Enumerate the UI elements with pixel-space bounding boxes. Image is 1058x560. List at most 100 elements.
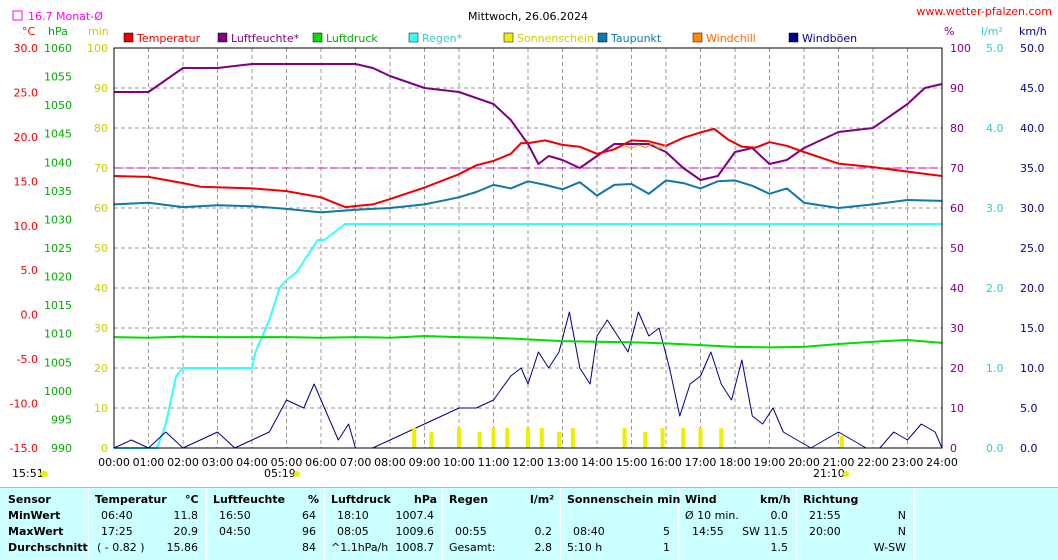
chart-grid <box>114 47 942 449</box>
hdr-luftdruck: Luftdruck <box>331 493 391 506</box>
hour-tick: 05:00 <box>271 456 303 469</box>
sunshine-bar <box>505 428 510 448</box>
temp-time: 17:25 <box>101 525 133 538</box>
percent-tick: 100 <box>950 42 971 55</box>
temp-time: 06:40 <box>101 509 133 522</box>
temp-value: 20.9 <box>173 525 199 538</box>
hdr-sensor: Sensor <box>8 493 51 506</box>
dir-time: 21:55 <box>809 509 841 522</box>
celsius-tick: 25.0 <box>14 86 39 99</box>
press-value: 1009.6 <box>395 525 435 538</box>
hpa-tick: 1055 <box>44 71 72 84</box>
kmh-tick: 45.0 <box>1020 82 1045 95</box>
wind-time: Ø 10 min. <box>685 509 739 522</box>
kmh-unit: km/h <box>1019 25 1047 38</box>
hour-tick: 18:00 <box>719 456 751 469</box>
dir-value: N <box>897 509 906 522</box>
hpa-tick: 990 <box>51 442 72 455</box>
hour-tick: 13:00 <box>547 456 579 469</box>
dewpoint-line <box>113 179 943 214</box>
hpa-tick: 1020 <box>44 271 72 284</box>
percent-tick: 70 <box>950 162 964 175</box>
press-time: ^1.1hPa/h <box>331 541 389 554</box>
rain-tick: 4.0 <box>986 122 1004 135</box>
kmh-tick: 30.0 <box>1020 202 1045 215</box>
wind-gust-line <box>113 311 943 449</box>
celsius-tick: 5.0 <box>21 264 39 277</box>
press-time: 18:10 <box>337 509 369 522</box>
rain-tick: 1.0 <box>986 362 1004 375</box>
press-time: 08:05 <box>337 525 369 538</box>
legend-label: Taupunkt <box>610 32 662 45</box>
legend-label: Luftdruck <box>326 32 378 45</box>
sunshine-bar <box>622 428 627 448</box>
row-label: Durchschnitt <box>8 541 88 554</box>
legend-label: Luftfeuchte* <box>231 32 300 45</box>
celsius-tick: -10.0 <box>10 398 38 411</box>
minutes-tick: 70 <box>94 162 108 175</box>
rain-tick: 2.0 <box>986 282 1004 295</box>
sunshine-bar <box>557 432 562 448</box>
hour-tick: 21:00 <box>823 456 855 469</box>
dir-value: N <box>897 525 906 538</box>
press-value: 1007.4 <box>395 509 435 522</box>
kmh-tick: 25.0 <box>1020 242 1045 255</box>
rain-value: 0.2 <box>534 525 553 538</box>
minutes-tick: 100 <box>87 42 108 55</box>
sun-value: 1 <box>663 541 670 554</box>
hum-time: 04:50 <box>219 525 251 538</box>
kmh-tick: 20.0 <box>1020 282 1045 295</box>
hour-tick: 17:00 <box>685 456 717 469</box>
sunshine-bar <box>660 428 665 448</box>
percent-tick: 90 <box>950 82 964 95</box>
chart-axes: 30.0 25.0 20.0 15.0 10.0 5.0 0.0 -5.0 -10.0 -15.0… <box>10 42 1045 469</box>
legend-swatch <box>123 32 134 43</box>
hdr-richtung: Richtung <box>803 493 859 506</box>
sunshine-bar <box>839 436 844 448</box>
hdr-lf-unit: % <box>308 493 320 506</box>
hour-tick: 01:00 <box>133 456 165 469</box>
percent-unit: % <box>944 25 954 38</box>
rain-unit: l/m² <box>981 25 1003 38</box>
sun-time: 5:10 h <box>567 541 603 554</box>
hdr-regen: Regen <box>449 493 489 506</box>
row-label: MaxWert <box>8 525 64 538</box>
sun-value: 5 <box>663 525 670 538</box>
minutes-tick: 30 <box>94 322 108 335</box>
legend-label: Windchill <box>706 32 756 45</box>
rain-line <box>114 223 942 449</box>
sunshine-bar <box>698 428 703 448</box>
wind-value: 0.0 <box>770 509 789 522</box>
humidity-line <box>114 63 943 181</box>
celsius-tick: 30.0 <box>14 42 39 55</box>
rain-time: Gesamt: <box>449 541 496 554</box>
kmh-tick: 40.0 <box>1020 122 1045 135</box>
hpa-tick: 1050 <box>44 99 72 112</box>
percent-tick: 80 <box>950 122 964 135</box>
stats-header-row: Sensor Temperatur °C Luftfeuchte % Luftd… <box>0 493 1058 509</box>
sunshine-bar <box>719 428 724 448</box>
rain-time: 00:55 <box>455 525 487 538</box>
temp-time: ( - 0.82 ) <box>97 541 145 554</box>
hour-tick: 07:00 <box>340 456 372 469</box>
dir-time: 20:00 <box>809 525 841 538</box>
hdr-wind-unit: km/h <box>760 493 791 506</box>
kmh-tick: 35.0 <box>1020 162 1045 175</box>
legend-label: Sonnenschein <box>517 32 594 45</box>
hour-tick: 11:00 <box>478 456 510 469</box>
sunshine-bar <box>412 428 417 448</box>
hdr-rg-unit: l/m² <box>530 493 555 506</box>
percent-tick: 0 <box>950 442 957 455</box>
weather-chart: 30.0 25.0 20.0 15.0 10.0 5.0 0.0 -5.0 -10.0 -15.0… <box>9 5 1052 480</box>
hum-value: 84 <box>302 541 316 554</box>
legend-swatch <box>408 32 419 43</box>
hpa-tick: 1045 <box>44 128 72 141</box>
percent-tick: 20 <box>950 362 964 375</box>
legend-swatch <box>788 32 799 43</box>
celsius-tick: 0.0 <box>21 309 39 322</box>
hum-value: 64 <box>302 509 316 522</box>
hdr-temp-unit: °C <box>185 493 199 506</box>
sunshine-bar <box>681 428 686 448</box>
hpa-tick: 1010 <box>44 328 72 341</box>
kmh-tick: 15.0 <box>1020 322 1045 335</box>
